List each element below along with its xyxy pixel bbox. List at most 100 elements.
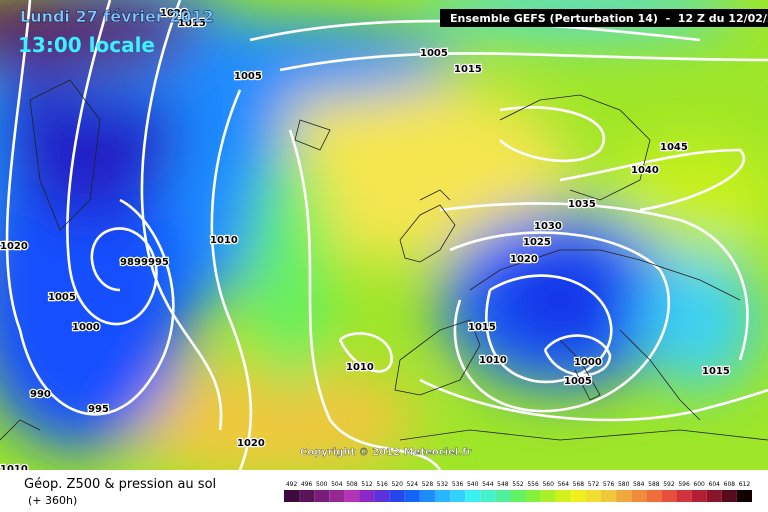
isobar-label: 1020 — [0, 241, 28, 252]
scale-label: 524 — [407, 481, 419, 488]
scale-swatch — [721, 490, 737, 502]
scale-label: 600 — [693, 481, 705, 488]
scale-label: 612 — [739, 481, 751, 488]
isobar-label: 1045 — [660, 142, 688, 153]
scale-label: 604 — [709, 481, 721, 488]
isobar-label: 1020 — [237, 438, 265, 449]
scale-label: 568 — [573, 481, 585, 488]
isobar-label: 1005 — [564, 376, 592, 387]
isobar-label: 1015 — [454, 64, 482, 75]
isobar-label: 1015 — [178, 18, 206, 29]
scale-swatch — [736, 490, 752, 502]
isobar-label: 1010 — [479, 355, 507, 366]
isobar-label: 1015 — [702, 366, 730, 377]
isobar-label: 1010 — [346, 362, 374, 373]
scale-swatch — [299, 490, 315, 502]
model: Ensemble GEFS (Perturbation 14) - 12 Z d… — [450, 12, 768, 25]
scale-swatch — [601, 490, 617, 502]
scale-swatch — [374, 490, 390, 502]
scale-swatch — [631, 490, 647, 502]
scale-swatch — [646, 490, 662, 502]
scale-swatch — [450, 490, 466, 502]
isobar-label: 1015 — [468, 322, 496, 333]
scale-label: 508 — [346, 481, 358, 488]
scale-swatch — [284, 490, 300, 502]
scale-label: 572 — [588, 481, 600, 488]
scale-swatch — [525, 490, 541, 502]
scale-label: 500 — [316, 481, 328, 488]
scale-label: 540 — [467, 481, 479, 488]
scale-swatch — [540, 490, 556, 502]
isobar-label: 1020 — [160, 8, 188, 19]
scale-swatch — [314, 490, 330, 502]
scale-label: 552 — [512, 481, 524, 488]
isobar-label: 1020 — [510, 254, 538, 265]
isobar-label: 1040 — [631, 165, 659, 176]
scale-swatch — [389, 490, 405, 502]
scale-label: 584 — [633, 481, 645, 488]
isobar-label: 1005 — [234, 71, 262, 82]
scale-label: 544 — [482, 481, 494, 488]
scale-label: 492 — [286, 481, 298, 488]
scale-label: 532 — [437, 481, 449, 488]
scale-label: 496 — [301, 481, 313, 488]
isobar-label: 999 — [134, 257, 155, 268]
scale-swatch — [616, 490, 632, 502]
scale-swatch — [555, 490, 571, 502]
scale-label: 580 — [618, 481, 630, 488]
isobar-labels: 1020101510051015100510101020100510009899… — [0, 7, 731, 475]
scale-swatch — [510, 490, 526, 502]
scale-label: 536 — [452, 481, 464, 488]
scale-label: 560 — [542, 481, 554, 488]
scale-label: 512 — [361, 481, 373, 488]
isobar-label: 990 — [30, 389, 51, 400]
scale-swatch — [676, 490, 692, 502]
isobar-label: 1000 — [574, 357, 602, 368]
contours — [5, 0, 768, 470]
isobar-label: 1030 — [534, 221, 562, 232]
date: Lundi 27 février 2012 — [20, 7, 214, 26]
scale-swatch — [706, 490, 722, 502]
isobar-label: 1025 — [523, 237, 551, 248]
scale-swatch — [404, 490, 420, 502]
scale-swatch — [661, 490, 677, 502]
scale-label: 548 — [497, 481, 509, 488]
isobar-label: 995 — [88, 404, 109, 415]
field: 1020101510051015100510101020100510009899… — [0, 0, 768, 475]
scale-label: 588 — [648, 481, 660, 488]
scale-swatch — [329, 490, 345, 502]
isobar-label: 1005 — [48, 292, 76, 303]
footer-title: Géop. Z500 & pression au sol — [24, 477, 216, 492]
scale-swatch — [585, 490, 602, 502]
time: 13:00 locale — [18, 33, 155, 57]
scale-label: 528 — [422, 481, 434, 488]
scale-label: 504 — [331, 481, 343, 488]
isobar-label: 1005 — [420, 48, 448, 59]
isobar-label: 1010 — [210, 235, 238, 246]
isobar-label: 1035 — [568, 199, 596, 210]
copyright: Copyright © 2012 Meteociel.fr — [300, 447, 471, 458]
scale-label: 556 — [527, 481, 539, 488]
coastlines — [0, 79, 768, 441]
footer-subtitle: (+ 360h) — [28, 494, 77, 507]
scale-swatch — [465, 490, 481, 502]
isobar-label: 989 — [120, 257, 141, 268]
scale-swatch — [434, 490, 451, 502]
scale-swatch — [495, 490, 511, 502]
scale-label: 608 — [724, 481, 736, 488]
scale-swatch — [344, 490, 360, 502]
scale-swatch — [359, 490, 375, 502]
scale-swatch — [419, 490, 435, 502]
scale-label: 576 — [603, 481, 615, 488]
scale-label: 592 — [663, 481, 675, 488]
scale-label: 596 — [678, 481, 690, 488]
color-scale: 492 496 500 504 508 512 516 520 524 528 532 536 540 5… — [284, 481, 752, 502]
scale-swatch — [480, 490, 496, 502]
scale-swatch — [570, 490, 586, 502]
scale-label: 516 — [376, 481, 388, 488]
scale-swatch — [691, 490, 707, 502]
isobar-label: 1010 — [0, 464, 28, 475]
isobar-label: 995 — [148, 257, 169, 268]
